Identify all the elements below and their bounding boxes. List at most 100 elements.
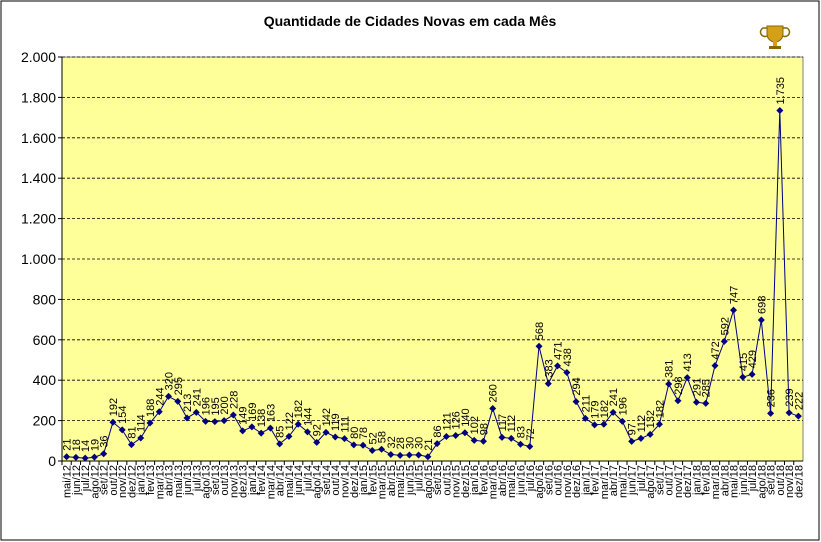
x-tick-label: fev/17 xyxy=(590,465,602,495)
data-label: 241 xyxy=(608,388,620,406)
point-marker xyxy=(692,398,700,406)
y-tick-label: 600 xyxy=(33,332,57,348)
data-label: 86 xyxy=(432,425,444,437)
point-marker xyxy=(341,435,349,443)
data-label: 72 xyxy=(525,428,537,440)
x-tick-label: ago/17 xyxy=(645,465,657,499)
point-marker xyxy=(572,398,580,406)
y-tick-label: 1.200 xyxy=(21,211,56,227)
point-marker xyxy=(118,426,126,434)
x-tick-label: set/13 xyxy=(210,465,222,495)
x-tick-label: mar/16 xyxy=(488,465,500,499)
point-marker xyxy=(544,380,552,388)
x-tick-label: mar/17 xyxy=(599,465,611,499)
data-label: 747 xyxy=(729,286,741,304)
x-tick-label: dez/16 xyxy=(571,465,583,498)
point-marker xyxy=(331,433,339,441)
x-tick-label: fev/14 xyxy=(256,465,268,495)
x-tick-label: set/12 xyxy=(99,465,111,495)
data-label: 236 xyxy=(766,389,778,407)
data-label: 241 xyxy=(191,388,203,406)
x-tick-label: mar/15 xyxy=(377,465,389,499)
data-label: 438 xyxy=(562,348,574,366)
x-tick-label: dez/13 xyxy=(238,465,250,498)
x-tick-label: dez/14 xyxy=(349,465,361,498)
data-label: 83 xyxy=(515,426,527,438)
point-marker xyxy=(415,451,423,459)
x-tick-label: mai/12 xyxy=(62,465,74,498)
point-marker xyxy=(396,451,404,459)
point-marker xyxy=(757,316,765,324)
point-marker xyxy=(470,436,478,444)
y-tick-label: 1.800 xyxy=(21,89,56,105)
x-tick-label: nov/16 xyxy=(562,465,574,498)
x-tick-label: mai/17 xyxy=(617,465,629,498)
x-tick-label: nov/17 xyxy=(673,465,685,498)
x-tick-label: fev/15 xyxy=(367,465,379,495)
data-label: 121 xyxy=(441,412,453,430)
data-label: 285 xyxy=(701,379,713,397)
x-tick-label: set/14 xyxy=(321,465,333,495)
point-marker xyxy=(183,414,191,422)
x-tick-label: mai/13 xyxy=(173,465,185,498)
x-tick-label: dez/15 xyxy=(460,465,472,498)
data-label: 80 xyxy=(349,427,361,439)
data-label: 58 xyxy=(377,431,389,443)
point-marker xyxy=(730,306,738,314)
x-tick-label: jul/18 xyxy=(747,465,759,492)
y-tick-label: 1.600 xyxy=(21,130,56,146)
data-label: 415 xyxy=(738,353,750,371)
point-marker xyxy=(266,424,274,432)
point-marker xyxy=(461,429,469,437)
x-tick-label: abr/18 xyxy=(719,465,731,496)
x-tick-label: ago/12 xyxy=(89,465,101,499)
x-tick-label: nov/15 xyxy=(451,465,463,498)
data-label: 192 xyxy=(108,398,120,416)
point-marker xyxy=(563,369,571,377)
data-label: 568 xyxy=(534,322,546,340)
x-tick-label: jan/15 xyxy=(358,465,370,496)
data-label: 81 xyxy=(126,426,138,438)
x-tick-label: jun/12 xyxy=(71,465,83,496)
point-marker xyxy=(72,453,80,461)
point-marker xyxy=(591,421,599,429)
data-label: 291 xyxy=(691,378,703,396)
data-label: 52 xyxy=(367,432,379,444)
point-marker xyxy=(655,420,663,428)
point-marker xyxy=(100,450,108,458)
point-marker xyxy=(535,342,543,350)
data-label: 18 xyxy=(71,439,83,451)
point-marker xyxy=(165,392,173,400)
point-marker xyxy=(683,374,691,382)
x-tick-label: fev/13 xyxy=(145,465,157,495)
data-label: 163 xyxy=(265,404,277,422)
x-tick-label: out/17 xyxy=(664,465,676,496)
x-tick-label: abr/15 xyxy=(386,465,398,496)
point-marker xyxy=(600,420,608,428)
data-label: 117 xyxy=(497,414,509,432)
data-label: 149 xyxy=(238,407,250,425)
x-tick-label: mar/18 xyxy=(710,465,722,499)
data-label: 471 xyxy=(553,341,565,359)
point-marker xyxy=(368,446,376,454)
x-tick-label: set/16 xyxy=(543,465,555,495)
x-tick-label: ago/16 xyxy=(534,465,546,499)
x-tick-label: mar/13 xyxy=(154,465,166,499)
data-label: 592 xyxy=(719,317,731,335)
x-tick-label: abr/16 xyxy=(497,465,509,496)
data-label: 244 xyxy=(154,387,166,405)
x-tick-label: set/18 xyxy=(766,465,778,495)
point-marker xyxy=(127,441,135,449)
point-marker xyxy=(628,437,636,445)
point-marker xyxy=(405,451,413,459)
data-label: 213 xyxy=(182,394,194,412)
y-tick-label: 1.400 xyxy=(21,170,56,186)
x-tick-label: ago/18 xyxy=(756,465,768,499)
data-label: 200 xyxy=(219,396,231,414)
x-tick-label: jun/14 xyxy=(293,465,305,496)
chart-title: Quantidade de Cidades Novas em cada Mês xyxy=(264,13,557,29)
x-tick-label: mai/15 xyxy=(395,465,407,498)
x-tick-label: jan/14 xyxy=(247,465,259,496)
x-tick-label: abr/13 xyxy=(164,465,176,496)
x-tick-label: set/15 xyxy=(432,465,444,495)
